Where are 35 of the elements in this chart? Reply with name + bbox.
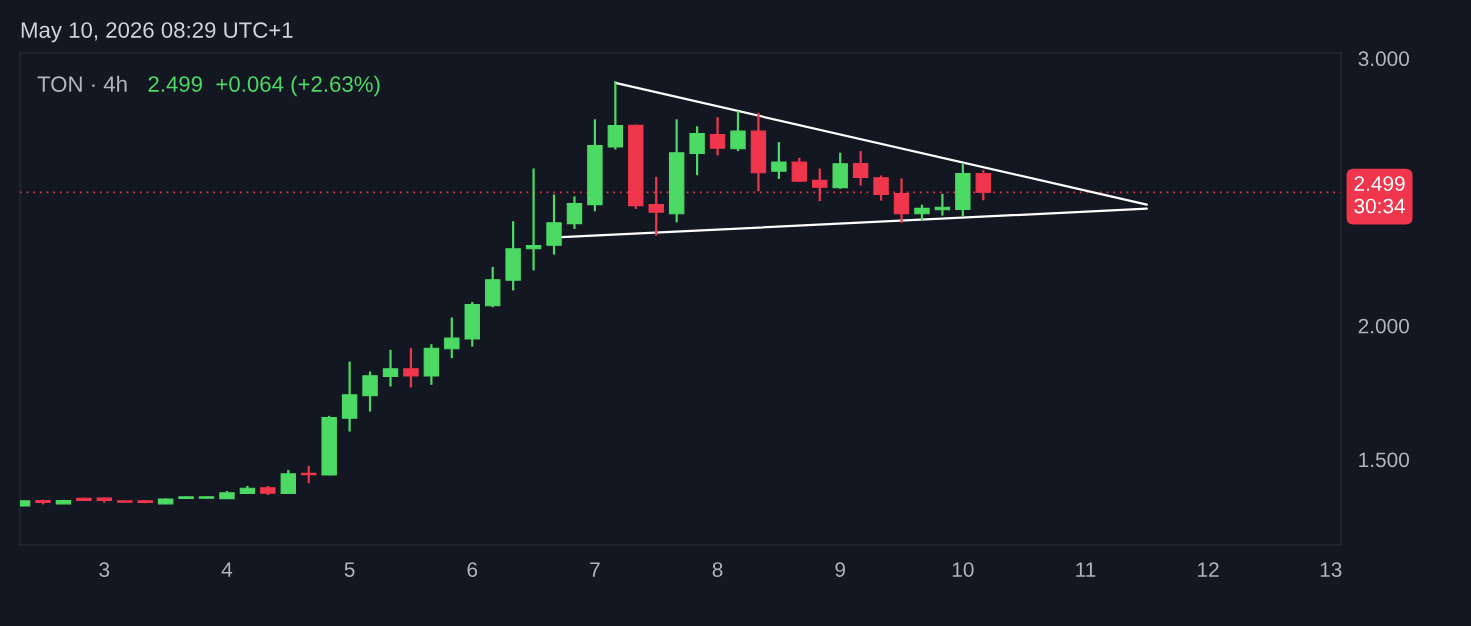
candlestick <box>525 167 542 272</box>
x-tick-label: 8 <box>712 562 723 577</box>
candlestick <box>771 140 787 181</box>
candlestick <box>444 316 460 360</box>
candlestick <box>873 174 889 202</box>
text: 2.499 +0.064 (+2.63%) <box>148 75 380 97</box>
candlestick <box>280 468 296 496</box>
x-tick-label: 7 <box>590 562 600 577</box>
x-tick-label: 13 <box>1320 562 1342 577</box>
x-tick-label: 5 <box>344 562 355 577</box>
x-tick-label: 10 <box>952 562 974 577</box>
y-tick-label: 2.000 <box>1358 318 1409 334</box>
candlestick <box>852 150 869 187</box>
candlestick <box>546 193 562 256</box>
x-tick-label: 6 <box>467 562 478 577</box>
candlestick <box>341 360 358 433</box>
candlestick <box>689 125 705 177</box>
y-tick-label: 3.000 <box>1358 51 1409 67</box>
candlestick <box>791 156 808 183</box>
candlestick <box>730 109 746 153</box>
ref-line-label: 2.499 30:34 <box>1354 176 1406 214</box>
candlestick <box>607 79 624 151</box>
candlestick <box>709 116 726 157</box>
text: TON · 4h <box>37 75 127 92</box>
x-tick-label: 9 <box>835 562 845 577</box>
candlestick <box>382 348 399 388</box>
y-tick-label: 1.500 <box>1359 452 1409 468</box>
x-tick-label: 3 <box>99 562 110 577</box>
x-tick-label: 12 <box>1198 562 1219 577</box>
candlestick <box>362 370 378 413</box>
x-tick-label: 4 <box>221 562 233 577</box>
text: May 10, 2026 08:29 UTC+1 <box>21 22 293 43</box>
candlestick <box>403 347 419 389</box>
x-tick-label: 11 <box>1076 562 1096 577</box>
candlestick <box>566 195 583 231</box>
